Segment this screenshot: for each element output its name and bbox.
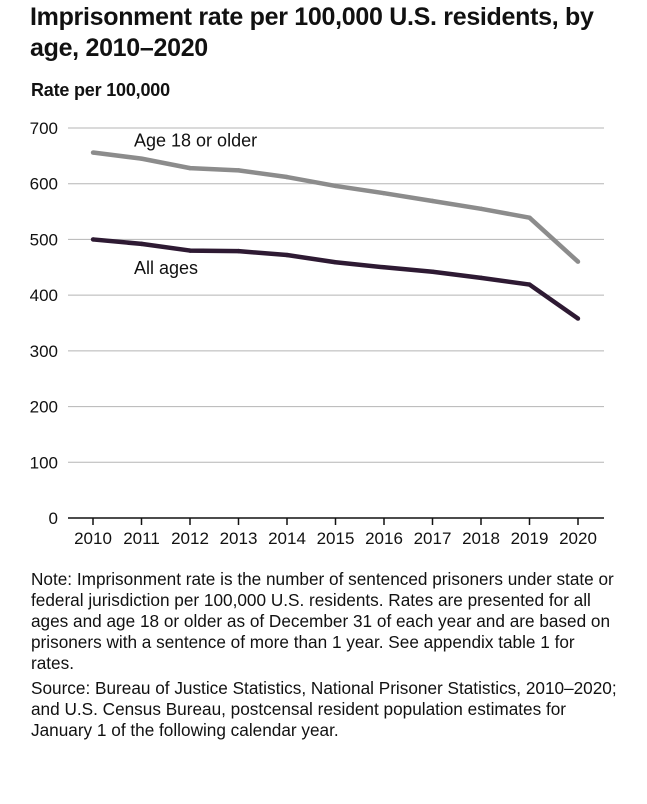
data-point-age-18-or-older-2018 xyxy=(478,206,484,211)
x-tick-label-2010: 2010 xyxy=(74,529,112,548)
y-tick-label-200: 200 xyxy=(30,398,58,417)
x-tick-label-2015: 2015 xyxy=(317,529,355,548)
data-point-age-18-or-older-2017 xyxy=(430,198,435,204)
data-point-age-18-or-older-2016 xyxy=(381,190,387,196)
x-tick-labels: 2010 2011 2012 2013 2014 2015 2016 2017 2018 2019… xyxy=(74,529,597,548)
data-point-age-18-or-older-2015 xyxy=(333,183,338,189)
x-tick-label-2013: 2013 xyxy=(220,529,258,548)
data-point-all-ages-2015 xyxy=(333,260,338,265)
data-point-all-ages-2012 xyxy=(187,248,193,253)
y-axis-label: Rate per 100,000 xyxy=(31,80,170,100)
data-point-age-18-or-older-2014 xyxy=(284,174,290,180)
gridlines xyxy=(68,127,604,463)
x-tick-label-2016: 2016 xyxy=(365,529,403,548)
axes xyxy=(68,517,604,525)
data-point-age-18-or-older-2013 xyxy=(236,168,241,173)
y-tick-labels: 0 100 200 300 400 500 600 700 xyxy=(30,119,58,528)
y-tick-label-500: 500 xyxy=(30,230,58,249)
chart-title: Imprisonment rate per 100,000 U.S. resid… xyxy=(30,3,594,62)
x-tick-label-2014: 2014 xyxy=(268,529,306,548)
x-tick-label-2018: 2018 xyxy=(462,529,500,548)
series-label-age-18-or-older: Age 18 or older xyxy=(134,131,257,151)
y-tick-label-700: 700 xyxy=(30,119,58,138)
data-point-age-18-or-older-2012 xyxy=(187,165,193,171)
y-tick-label-0: 0 xyxy=(49,509,58,528)
data-point-all-ages-2019 xyxy=(527,282,532,287)
data-point-all-ages-2014 xyxy=(284,252,290,258)
y-tick-label-600: 600 xyxy=(30,175,58,194)
data-point-all-ages-2016 xyxy=(381,265,387,270)
x-tick-label-2019: 2019 xyxy=(511,529,549,548)
series-label-all-ages: All ages xyxy=(134,258,198,278)
x-tick-label-2011: 2011 xyxy=(123,529,160,548)
series-lines xyxy=(90,150,581,321)
data-point-all-ages-2017 xyxy=(430,269,435,274)
x-tick-label-2017: 2017 xyxy=(414,529,452,548)
data-point-age-18-or-older-2010 xyxy=(90,150,96,155)
y-tick-label-300: 300 xyxy=(30,342,58,361)
y-tick-label-100: 100 xyxy=(30,453,58,472)
data-point-all-ages-2020 xyxy=(575,316,581,321)
footnotes: Note: Imprisonment rate is the number of… xyxy=(31,569,621,745)
data-point-age-18-or-older-2019 xyxy=(527,215,532,220)
x-tick-label-2012: 2012 xyxy=(171,529,209,548)
data-point-all-ages-2013 xyxy=(236,248,241,254)
y-tick-label-400: 400 xyxy=(30,286,58,305)
note-text: Note: Imprisonment rate is the number of… xyxy=(31,569,614,673)
x-tick-label-2020: 2020 xyxy=(559,529,597,548)
series-line-all-ages xyxy=(92,237,580,321)
data-point-all-ages-2010 xyxy=(90,237,96,242)
series-labels: Age 18 or older All ages xyxy=(134,131,257,278)
data-point-all-ages-2018 xyxy=(478,275,484,281)
data-point-all-ages-2011 xyxy=(139,241,144,247)
data-point-age-18-or-older-2020 xyxy=(575,259,581,264)
source-text: Source: Bureau of Justice Statistics, Na… xyxy=(31,678,617,740)
data-point-age-18-or-older-2011 xyxy=(139,156,144,161)
